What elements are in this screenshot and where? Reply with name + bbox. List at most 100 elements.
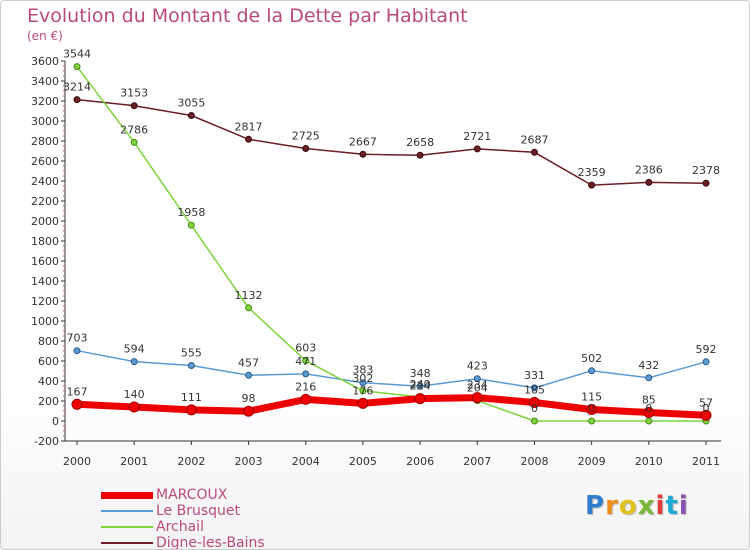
data-label-marcoux: 176 bbox=[352, 384, 373, 397]
data-point-marcoux bbox=[471, 392, 483, 404]
y-tick-label: 400 bbox=[38, 375, 59, 388]
data-label-archail: 240 bbox=[410, 378, 431, 391]
logo-letter: r bbox=[605, 491, 619, 521]
x-tick-label: 2000 bbox=[63, 455, 91, 468]
data-label-le-brusquet: 555 bbox=[181, 347, 202, 360]
data-point-marcoux bbox=[700, 409, 712, 421]
data-point-digne-les-bains bbox=[645, 178, 653, 186]
x-tick-label: 2006 bbox=[406, 455, 434, 468]
data-label-digne-les-bains: 2658 bbox=[406, 136, 434, 149]
data-label-archail: 1132 bbox=[235, 289, 263, 302]
series-line-marcoux bbox=[73, 394, 710, 419]
legend-swatch-digne-les-bains bbox=[101, 542, 153, 544]
data-point-archail bbox=[187, 221, 195, 229]
y-tick-label: 3000 bbox=[31, 115, 59, 128]
legend-item-digne-les-bains[interactable]: Digne-les-Bains bbox=[101, 535, 265, 549]
data-point-marcoux bbox=[643, 407, 655, 418]
data-point-marcoux bbox=[300, 393, 312, 405]
data-label-archail: 204 bbox=[467, 382, 488, 395]
x-tick-label: 2001 bbox=[120, 455, 148, 468]
data-point-digne-les-bains bbox=[302, 145, 310, 152]
x-tick-label: 2010 bbox=[635, 455, 663, 468]
y-tick-label: 2400 bbox=[31, 175, 59, 188]
legend-item-le-brusquet[interactable]: Le Brusquet bbox=[101, 503, 265, 519]
series-line-archail bbox=[76, 65, 707, 422]
legend-label-archail: Archail bbox=[156, 519, 204, 535]
data-point-archail bbox=[130, 138, 138, 146]
data-point-le-brusquet bbox=[187, 362, 195, 369]
data-point-marcoux bbox=[528, 397, 540, 408]
data-point-le-brusquet bbox=[473, 375, 481, 383]
legend-swatch-marcoux bbox=[101, 491, 153, 499]
logo-letter: i bbox=[678, 491, 689, 521]
data-label-marcoux: 111 bbox=[181, 391, 202, 404]
data-label-le-brusquet: 457 bbox=[238, 356, 259, 369]
y-tick-label: 2200 bbox=[31, 195, 59, 208]
data-label-le-brusquet: 331 bbox=[524, 369, 545, 382]
data-label-digne-les-bains: 2378 bbox=[692, 164, 720, 177]
data-point-digne-les-bains bbox=[73, 96, 81, 104]
data-point-le-brusquet bbox=[130, 358, 138, 366]
legend-item-archail[interactable]: Archail bbox=[101, 519, 265, 535]
x-tick-label: 2007 bbox=[463, 455, 491, 468]
data-point-digne-les-bains bbox=[702, 179, 710, 187]
data-label-le-brusquet: 423 bbox=[467, 360, 488, 373]
x-tick-label: 2009 bbox=[578, 455, 606, 468]
data-label-digne-les-bains: 3153 bbox=[120, 87, 148, 100]
legend-item-marcoux[interactable]: MARCOUX bbox=[101, 487, 265, 503]
logo-letter: i bbox=[655, 491, 666, 521]
data-label-archail: 2786 bbox=[120, 123, 148, 136]
y-tick-label: 2800 bbox=[31, 135, 59, 148]
data-point-le-brusquet bbox=[530, 384, 538, 392]
data-label-marcoux: 115 bbox=[581, 391, 602, 404]
data-label-digne-les-bains: 2667 bbox=[349, 135, 377, 148]
data-point-digne-les-bains bbox=[416, 151, 424, 159]
data-label-le-brusquet: 703 bbox=[67, 332, 88, 345]
data-label-digne-les-bains: 2386 bbox=[635, 163, 663, 176]
data-label-digne-les-bains: 2687 bbox=[520, 133, 548, 146]
data-point-digne-les-bains bbox=[530, 148, 538, 156]
data-point-le-brusquet bbox=[302, 370, 310, 378]
data-label-archail: 0 bbox=[588, 402, 595, 415]
legend-swatch-le-brusquet bbox=[101, 510, 153, 512]
data-point-digne-les-bains bbox=[187, 112, 195, 119]
series-line-digne-les-bains bbox=[76, 98, 707, 186]
logo-letter: x bbox=[637, 491, 656, 521]
x-tick-label: 2008 bbox=[520, 455, 548, 468]
data-point-marcoux bbox=[414, 393, 426, 405]
data-point-digne-les-bains bbox=[588, 181, 596, 189]
y-tick-label: 1800 bbox=[31, 235, 59, 248]
y-tick-label: 1600 bbox=[31, 255, 59, 268]
data-label-le-brusquet: 348 bbox=[410, 367, 431, 380]
data-label-le-brusquet: 471 bbox=[295, 355, 316, 368]
y-tick-label: 0 bbox=[52, 415, 59, 428]
data-label-marcoux: 57 bbox=[699, 396, 713, 409]
data-point-digne-les-bains bbox=[245, 135, 253, 143]
chart-title: Evolution du Montant de la Dette par Hab… bbox=[27, 5, 468, 27]
series-line-le-brusquet bbox=[76, 349, 707, 389]
data-label-archail: 1958 bbox=[177, 206, 205, 219]
y-tick-label: 3600 bbox=[31, 55, 59, 68]
data-point-marcoux bbox=[357, 397, 369, 409]
data-point-archail bbox=[302, 357, 310, 365]
data-label-le-brusquet: 383 bbox=[352, 364, 373, 377]
logo-letter: P bbox=[585, 491, 606, 521]
y-tick-label: 200 bbox=[38, 395, 59, 408]
legend-label-marcoux: MARCOUX bbox=[156, 487, 228, 503]
data-point-archail bbox=[645, 417, 653, 425]
data-label-archail: 603 bbox=[295, 342, 316, 355]
data-point-le-brusquet bbox=[359, 379, 367, 387]
data-point-archail bbox=[245, 304, 253, 312]
data-label-marcoux: 167 bbox=[67, 385, 88, 398]
data-label-digne-les-bains: 3214 bbox=[63, 81, 91, 94]
y-tick-label: 1400 bbox=[31, 275, 59, 288]
data-label-le-brusquet: 432 bbox=[638, 359, 659, 372]
data-label-archail: 0 bbox=[703, 402, 710, 415]
y-tick-label: 2000 bbox=[31, 215, 59, 228]
data-point-le-brusquet bbox=[702, 358, 710, 366]
logo-letter: t bbox=[665, 491, 679, 521]
y-tick-label: 3200 bbox=[31, 95, 59, 108]
data-label-archail: 0 bbox=[531, 402, 538, 415]
y-tick-label: 800 bbox=[38, 335, 59, 348]
